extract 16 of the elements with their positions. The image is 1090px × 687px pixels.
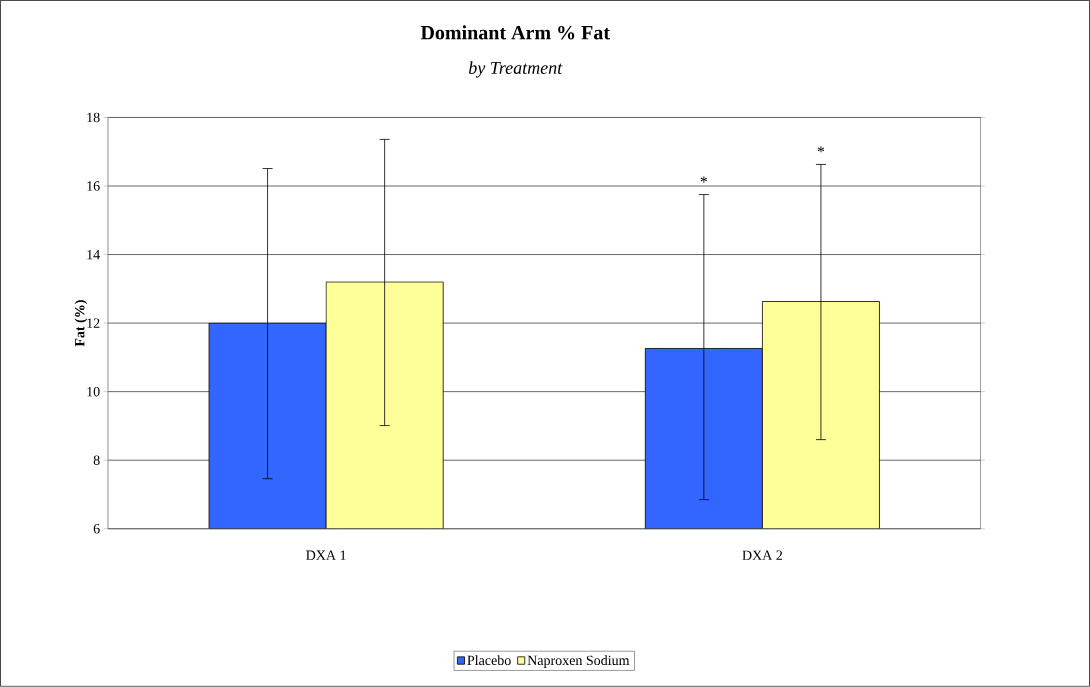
y-tick-label: 14 bbox=[87, 250, 100, 260]
legend-label: Placebo bbox=[467, 655, 511, 666]
y-tick-label: 12 bbox=[87, 318, 100, 328]
legend-label: Naproxen Sodium bbox=[527, 655, 630, 669]
chart-title: Dominant Arm % Fat bbox=[420, 25, 610, 40]
y-tick-label: 18 bbox=[87, 112, 100, 123]
x-tick-label: DXA 2 bbox=[742, 550, 783, 560]
annotation: * bbox=[700, 176, 708, 183]
y-tick-label: 8 bbox=[93, 455, 100, 466]
chart-subtitle: by Treatment bbox=[468, 61, 563, 78]
y-tick-label: 10 bbox=[87, 387, 100, 397]
y-tick-label: 16 bbox=[87, 181, 100, 191]
annotation: * bbox=[817, 146, 825, 153]
y-axis-title: Fat (%) bbox=[74, 300, 88, 347]
x-tick-label: DXA 1 bbox=[306, 550, 346, 560]
y-tick-label: 6 bbox=[93, 524, 100, 534]
